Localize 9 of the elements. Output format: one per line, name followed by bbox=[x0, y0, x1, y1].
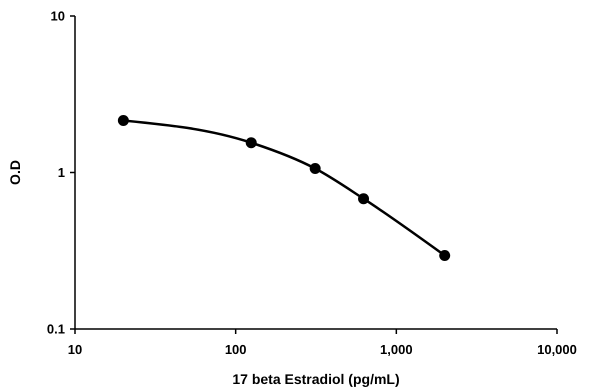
y-tick-label: 10 bbox=[50, 8, 65, 24]
x-tick-label: 1,000 bbox=[380, 342, 413, 357]
x-axis-title: 17 beta Estradiol (pg/mL) bbox=[232, 371, 400, 387]
y-tick-label: 1 bbox=[58, 165, 65, 180]
x-tick-label: 10,000 bbox=[537, 342, 577, 357]
y-axis-title: O.D bbox=[7, 160, 23, 185]
y-tick-label: 0.1 bbox=[46, 322, 65, 337]
x-tick-label: 100 bbox=[224, 342, 247, 357]
x-tick-label: 10 bbox=[68, 342, 82, 357]
